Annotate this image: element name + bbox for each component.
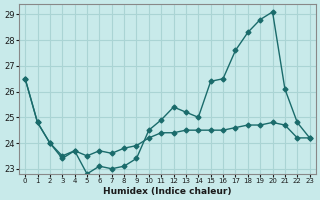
X-axis label: Humidex (Indice chaleur): Humidex (Indice chaleur) — [103, 187, 232, 196]
